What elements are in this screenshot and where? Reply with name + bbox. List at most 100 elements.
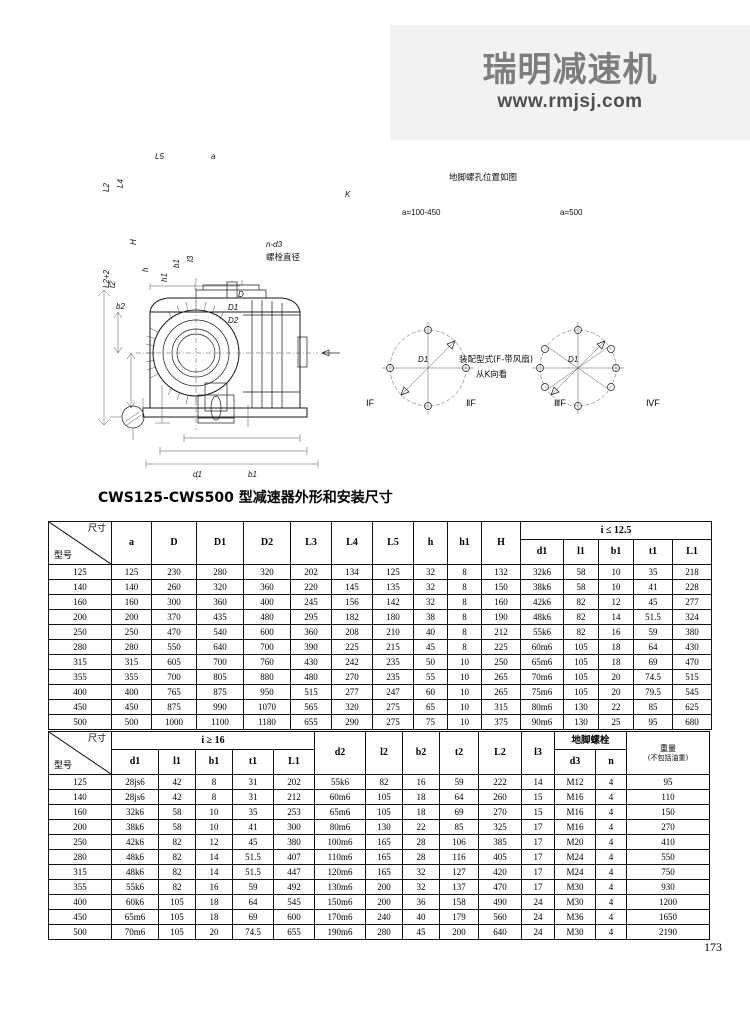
cell-value: 14: [195, 864, 233, 880]
cell-value: 410: [626, 834, 710, 850]
label-dim-h: h: [141, 267, 150, 272]
label-dim-b1-side: b1: [248, 470, 257, 479]
cell-value: 8: [447, 639, 482, 655]
cell-value: 10: [195, 819, 233, 835]
cell-value: 4: [595, 819, 627, 835]
corner-diagonal-icon: [49, 522, 111, 564]
cell-value: 190: [481, 609, 521, 625]
cell-value: 270: [626, 819, 710, 835]
cell-value: 15: [521, 789, 555, 805]
cell-value: 545: [273, 894, 315, 910]
cell-value: 95: [626, 774, 710, 790]
table2-corner-header: 尺寸 型号: [48, 731, 112, 775]
cell-value: 10: [447, 714, 482, 730]
cell-value: 32: [402, 879, 440, 895]
dimensions-table-1-wrapper: 尺寸 型号 a D D1 D2 L3 L4 L5 h h1 H i ≤ 12.5: [48, 520, 712, 730]
cell-model: 400: [48, 684, 112, 700]
cell-value: 700: [151, 669, 197, 685]
table-row: 400 60k6 105 18 64 545 150m6 200 36 158 490 24 M30 4 1…: [48, 894, 710, 910]
table-row: 250 250 470 540 600 360 208 210 40 8 212 55k6 82 16 59…: [48, 624, 712, 640]
cell-value: 253: [273, 804, 315, 820]
cell-value: 60: [413, 684, 448, 700]
cell-value: 79.5: [633, 684, 673, 700]
cell-value: 1180: [243, 714, 291, 730]
cell-value: 212: [273, 789, 315, 805]
cell-value: 55: [413, 669, 448, 685]
cell-value: 32: [413, 594, 448, 610]
cell-value: 225: [481, 639, 521, 655]
cell-model: 450: [48, 909, 112, 925]
cell-value: 4: [595, 864, 627, 880]
k-view-arrow: [321, 349, 340, 357]
cell-value: 179: [439, 909, 479, 925]
cell-value: 12: [195, 834, 233, 850]
cell-value: 640: [196, 639, 244, 655]
cell-value: 25: [598, 714, 634, 730]
table2-subcol-d3: d3: [554, 749, 596, 775]
cell-value: 235: [372, 654, 414, 670]
cell-value: 16: [598, 624, 634, 640]
cell-value: 8: [447, 594, 482, 610]
table-row: 500 500 1000 1100 1180 655 290 275 75 10 375 90m6 13…: [48, 714, 712, 730]
cell-value: M16: [554, 819, 596, 835]
table2-weight-header: 重量 (不包括油重): [626, 731, 710, 775]
cell-value: 80m6: [520, 699, 564, 715]
cell-value: 130: [563, 714, 599, 730]
table2-dim-label: 尺寸: [87, 734, 106, 744]
cell-value: 605: [151, 654, 197, 670]
cell-value: 930: [626, 879, 710, 895]
cell-value: 58: [563, 579, 599, 595]
table2-subcol-l1: l1: [158, 749, 196, 775]
cell-value: 4: [595, 774, 627, 790]
cell-value: 230: [151, 564, 197, 580]
cell-value: 48k6: [111, 849, 159, 865]
cell-value: 10: [598, 579, 634, 595]
cell-model: 140: [48, 789, 112, 805]
cell-value: 28: [402, 834, 440, 850]
label-dim-D1: D1: [228, 303, 239, 312]
cell-value: 640: [478, 924, 522, 940]
cell-value: 70m6: [520, 669, 564, 685]
label-case-a-small: a=100-450: [402, 208, 441, 217]
table2-col-L2: L2: [478, 731, 522, 775]
cell-value: 28js6: [111, 789, 159, 805]
table2-weight-label: 重量: [660, 743, 676, 753]
cell-value: 435: [196, 609, 244, 625]
label-dim-L2: L2: [102, 183, 111, 192]
cell-value: M30: [554, 879, 596, 895]
label-case-a-large: a=500: [560, 208, 583, 217]
cell-value: 380: [672, 624, 712, 640]
cell-value: 240: [365, 909, 403, 925]
cell-value: M30: [554, 894, 596, 910]
cell-value: 540: [196, 624, 244, 640]
cell-value: 105: [563, 639, 599, 655]
cell-value: 14: [195, 849, 233, 865]
cell-value: 41: [633, 579, 673, 595]
cell-value: 242: [331, 654, 373, 670]
cell-value: 158: [439, 894, 479, 910]
cell-value: 380: [273, 834, 315, 850]
table1-subcol-L1: L1: [672, 539, 712, 565]
cell-value: 64: [633, 639, 673, 655]
cell-model: 500: [48, 924, 112, 940]
cell-value: 75m6: [520, 684, 564, 700]
cell-value: 51.5: [633, 609, 673, 625]
table1-col-h: h: [413, 521, 448, 565]
cell-value: 59: [232, 879, 274, 895]
cell-value: 420: [478, 864, 522, 880]
cell-value: 1070: [243, 699, 291, 715]
table-row: 450 450 875 990 1070 565 320 275 65 10 315 80m6 130 2…: [48, 699, 712, 715]
cell-value: 48k6: [520, 609, 564, 625]
cell-value: 17: [521, 864, 555, 880]
cell-value: 134: [331, 564, 373, 580]
cell-value: 492: [273, 879, 315, 895]
cell-value: 750: [626, 864, 710, 880]
cell-value: 24: [521, 894, 555, 910]
cell-value: 220: [290, 579, 332, 595]
cell-value: 18: [598, 654, 634, 670]
cell-value: 90m6: [520, 714, 564, 730]
cell-value: 400: [243, 594, 291, 610]
cell-value: M24: [554, 864, 596, 880]
cell-value: 4: [595, 834, 627, 850]
cell-value: 82: [563, 624, 599, 640]
